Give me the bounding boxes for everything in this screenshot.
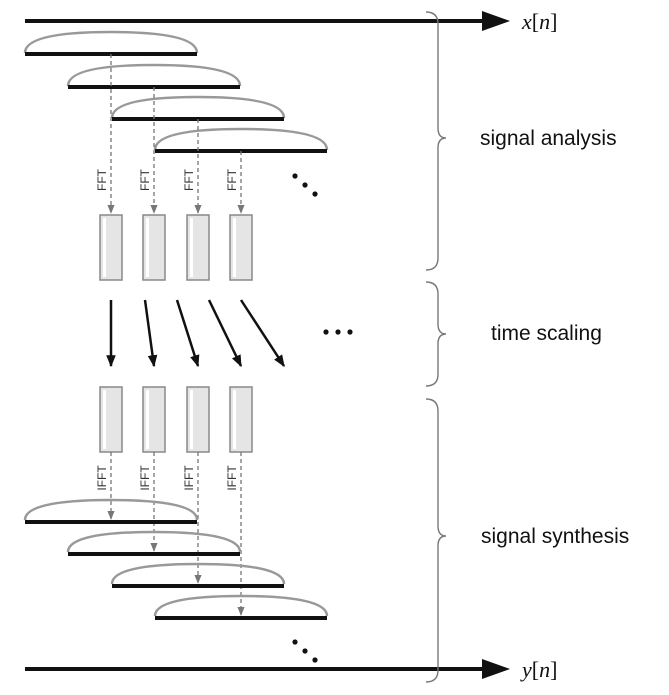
- synthesis-window-1: [23, 498, 199, 524]
- output-signal-label: y[n]: [520, 657, 557, 682]
- fft-label-4: FFT: [225, 168, 239, 191]
- analysis-continuation-dots: [292, 173, 318, 197]
- spectral-frame-analysis-1: [99, 214, 123, 281]
- input-signal-arrowhead: [482, 11, 510, 31]
- scaling-arrow-2: [143, 299, 158, 368]
- fft-label-1: FFT: [95, 168, 109, 191]
- fft-label-3: FFT: [182, 168, 196, 191]
- analysis-window-2: [66, 63, 242, 89]
- ifft-label-1: IFFT: [95, 465, 109, 491]
- spectral-frame-synthesis-1: [99, 386, 123, 453]
- stage-label-synthesis: signal synthesis: [481, 525, 629, 548]
- stage-label-scaling: time scaling: [491, 322, 602, 345]
- scaling-arrow-3: [175, 299, 200, 368]
- spectral-frame-analysis-3: [186, 214, 210, 281]
- spectral-frame-synthesis-3: [186, 386, 210, 453]
- scaling-brace: [425, 281, 447, 387]
- analysis-brace: [425, 11, 447, 271]
- stage-label-analysis: signal analysis: [480, 127, 617, 150]
- synthesis-window-2: [66, 530, 242, 556]
- ifft-label-2: IFFT: [138, 465, 152, 491]
- ifft-label-4: IFFT: [225, 465, 239, 491]
- synthesis-window-3: [110, 562, 286, 588]
- spectral-frame-analysis-2: [142, 214, 166, 281]
- synthesis-brace: [425, 398, 447, 683]
- analysis-window-4: [153, 127, 329, 153]
- synthesis-window-4: [153, 594, 329, 620]
- ifft-label-3: IFFT: [182, 465, 196, 491]
- spectral-frame-synthesis-2: [142, 386, 166, 453]
- scaling-continuation-dots: [323, 329, 353, 335]
- spectral-frame-synthesis-4: [229, 386, 253, 453]
- synthesis-continuation-dots: [292, 639, 318, 663]
- fft-label-2: FFT: [138, 168, 152, 191]
- analysis-window-3: [110, 95, 286, 121]
- scaling-arrow-4: [207, 299, 243, 368]
- input-signal-label: x[n]: [521, 9, 557, 34]
- output-signal-arrowhead: [482, 659, 510, 679]
- spectral-frame-analysis-4: [229, 214, 253, 281]
- analysis-window-1: [23, 30, 199, 56]
- scaling-arrow-5: [239, 299, 286, 368]
